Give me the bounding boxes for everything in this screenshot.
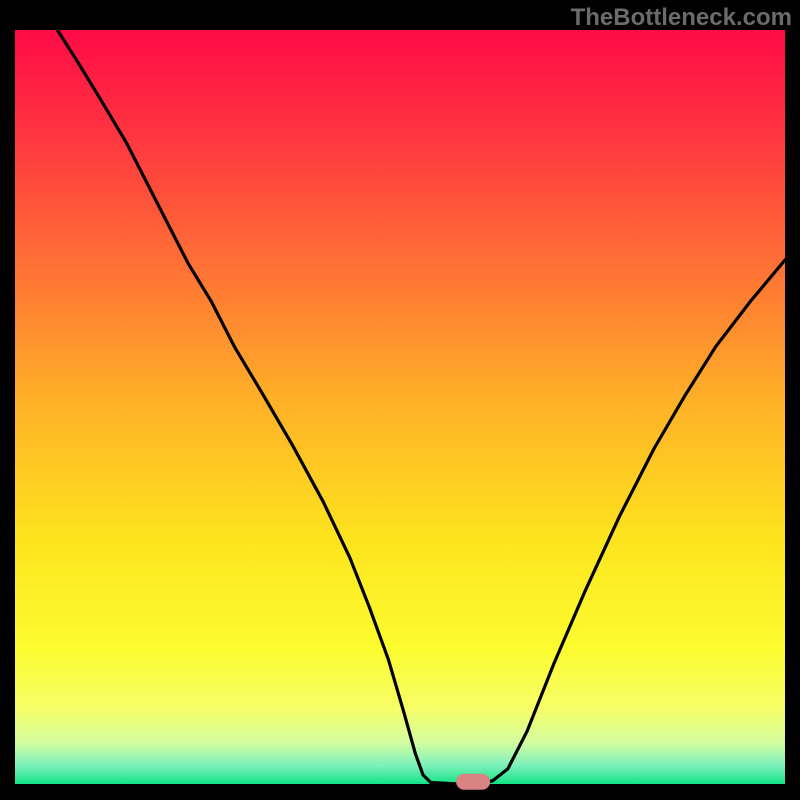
chart-svg [0, 0, 800, 800]
attribution-label: TheBottleneck.com [571, 4, 792, 32]
plot-background [15, 30, 785, 784]
optimal-marker [456, 774, 490, 790]
bottleneck-chart: TheBottleneck.com [0, 0, 800, 800]
